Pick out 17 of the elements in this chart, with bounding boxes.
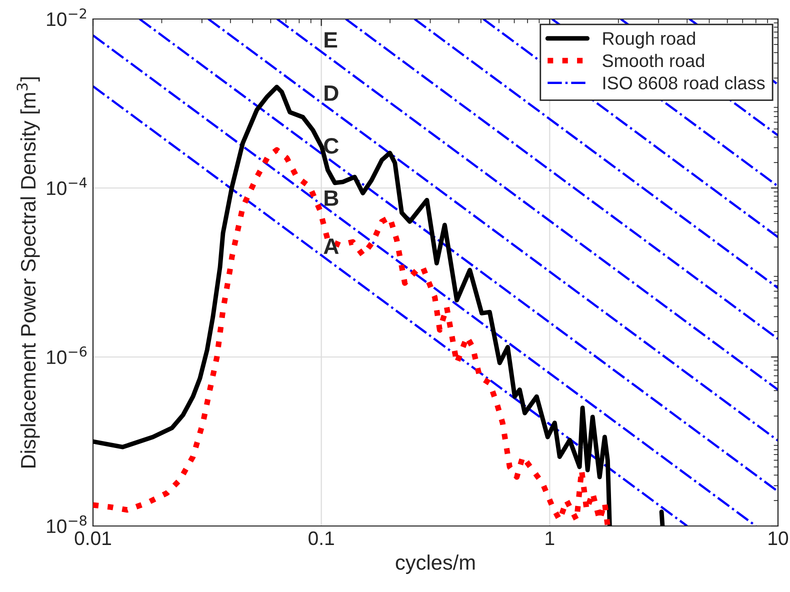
legend-label: Rough road [603, 32, 695, 48]
annotation: A [324, 238, 339, 254]
annotation: E [324, 32, 338, 48]
y-tick-label: 10$^{−6}$ [47, 346, 87, 364]
y-tick-label: 10$^{−4}$ [47, 178, 87, 196]
x-tick-label: 1 [546, 532, 554, 545]
annotation: D [324, 86, 338, 101]
x-tick-label: 0.01 [74, 531, 111, 546]
legend-label: ISO 8608 road class [603, 76, 765, 90]
y-tick-label: 10$^{−2}$ [47, 8, 86, 26]
annotation: C [324, 138, 339, 154]
x-tick-label: 0.1 [308, 531, 334, 546]
legend-label: Smooth road [602, 54, 704, 68]
x-tick-label: 10 [768, 531, 788, 546]
y-axis-title: Displacement Power Spectral Density [m$^{3}$] [16, 77, 40, 468]
annotation: B [324, 190, 338, 206]
x-axis-title: cycles/m [396, 554, 475, 574]
